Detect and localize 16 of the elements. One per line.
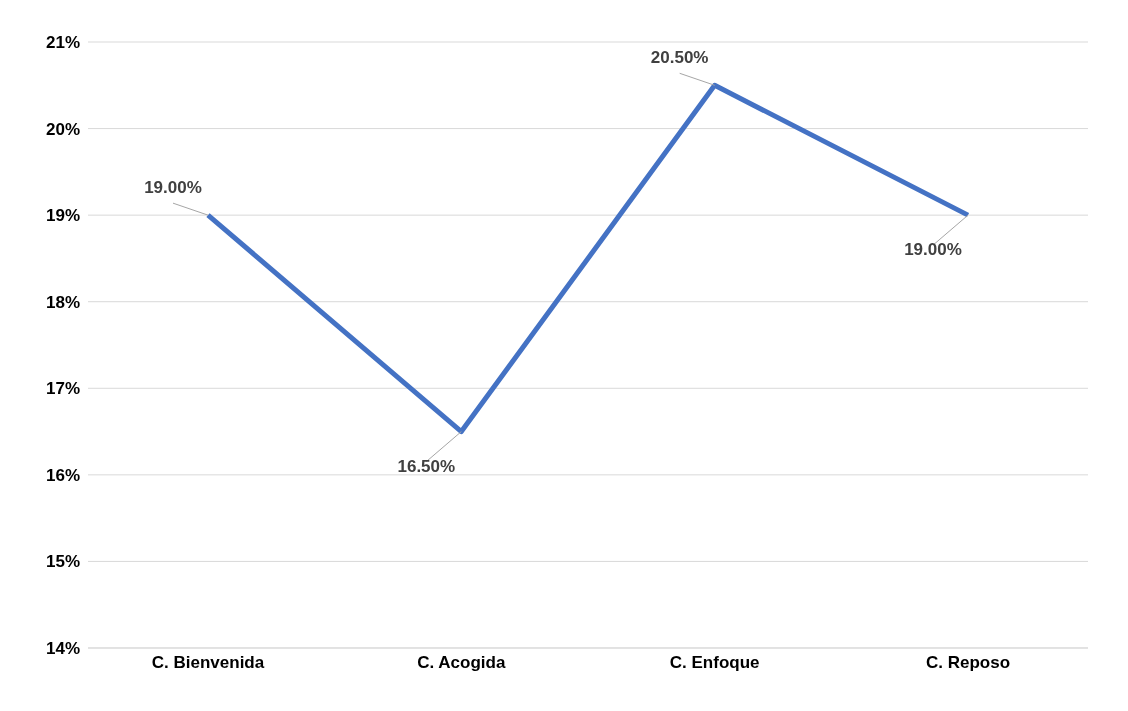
- data-label: 19.00%: [904, 240, 962, 260]
- x-tick-label: C. Bienvenida: [151, 653, 265, 673]
- y-tick-label: 16%: [45, 465, 80, 485]
- y-tick-label: 17%: [45, 379, 80, 399]
- data-label: 19.00%: [144, 178, 202, 198]
- y-tick-label: 15%: [45, 552, 80, 572]
- x-tick-label: C. Reposo: [925, 653, 1011, 673]
- data-label: 16.50%: [397, 456, 456, 476]
- y-tick-label: 18%: [45, 292, 80, 312]
- data-label: 20.50%: [650, 48, 709, 68]
- x-tick-label: C. Acogida: [417, 653, 506, 673]
- y-tick-label: 20%: [45, 119, 80, 139]
- y-tick-label: 14%: [45, 639, 80, 659]
- y-tick-label: 19%: [45, 206, 80, 226]
- x-tick-label: C. Enfoque: [669, 653, 760, 673]
- y-tick-label: 21%: [45, 33, 80, 53]
